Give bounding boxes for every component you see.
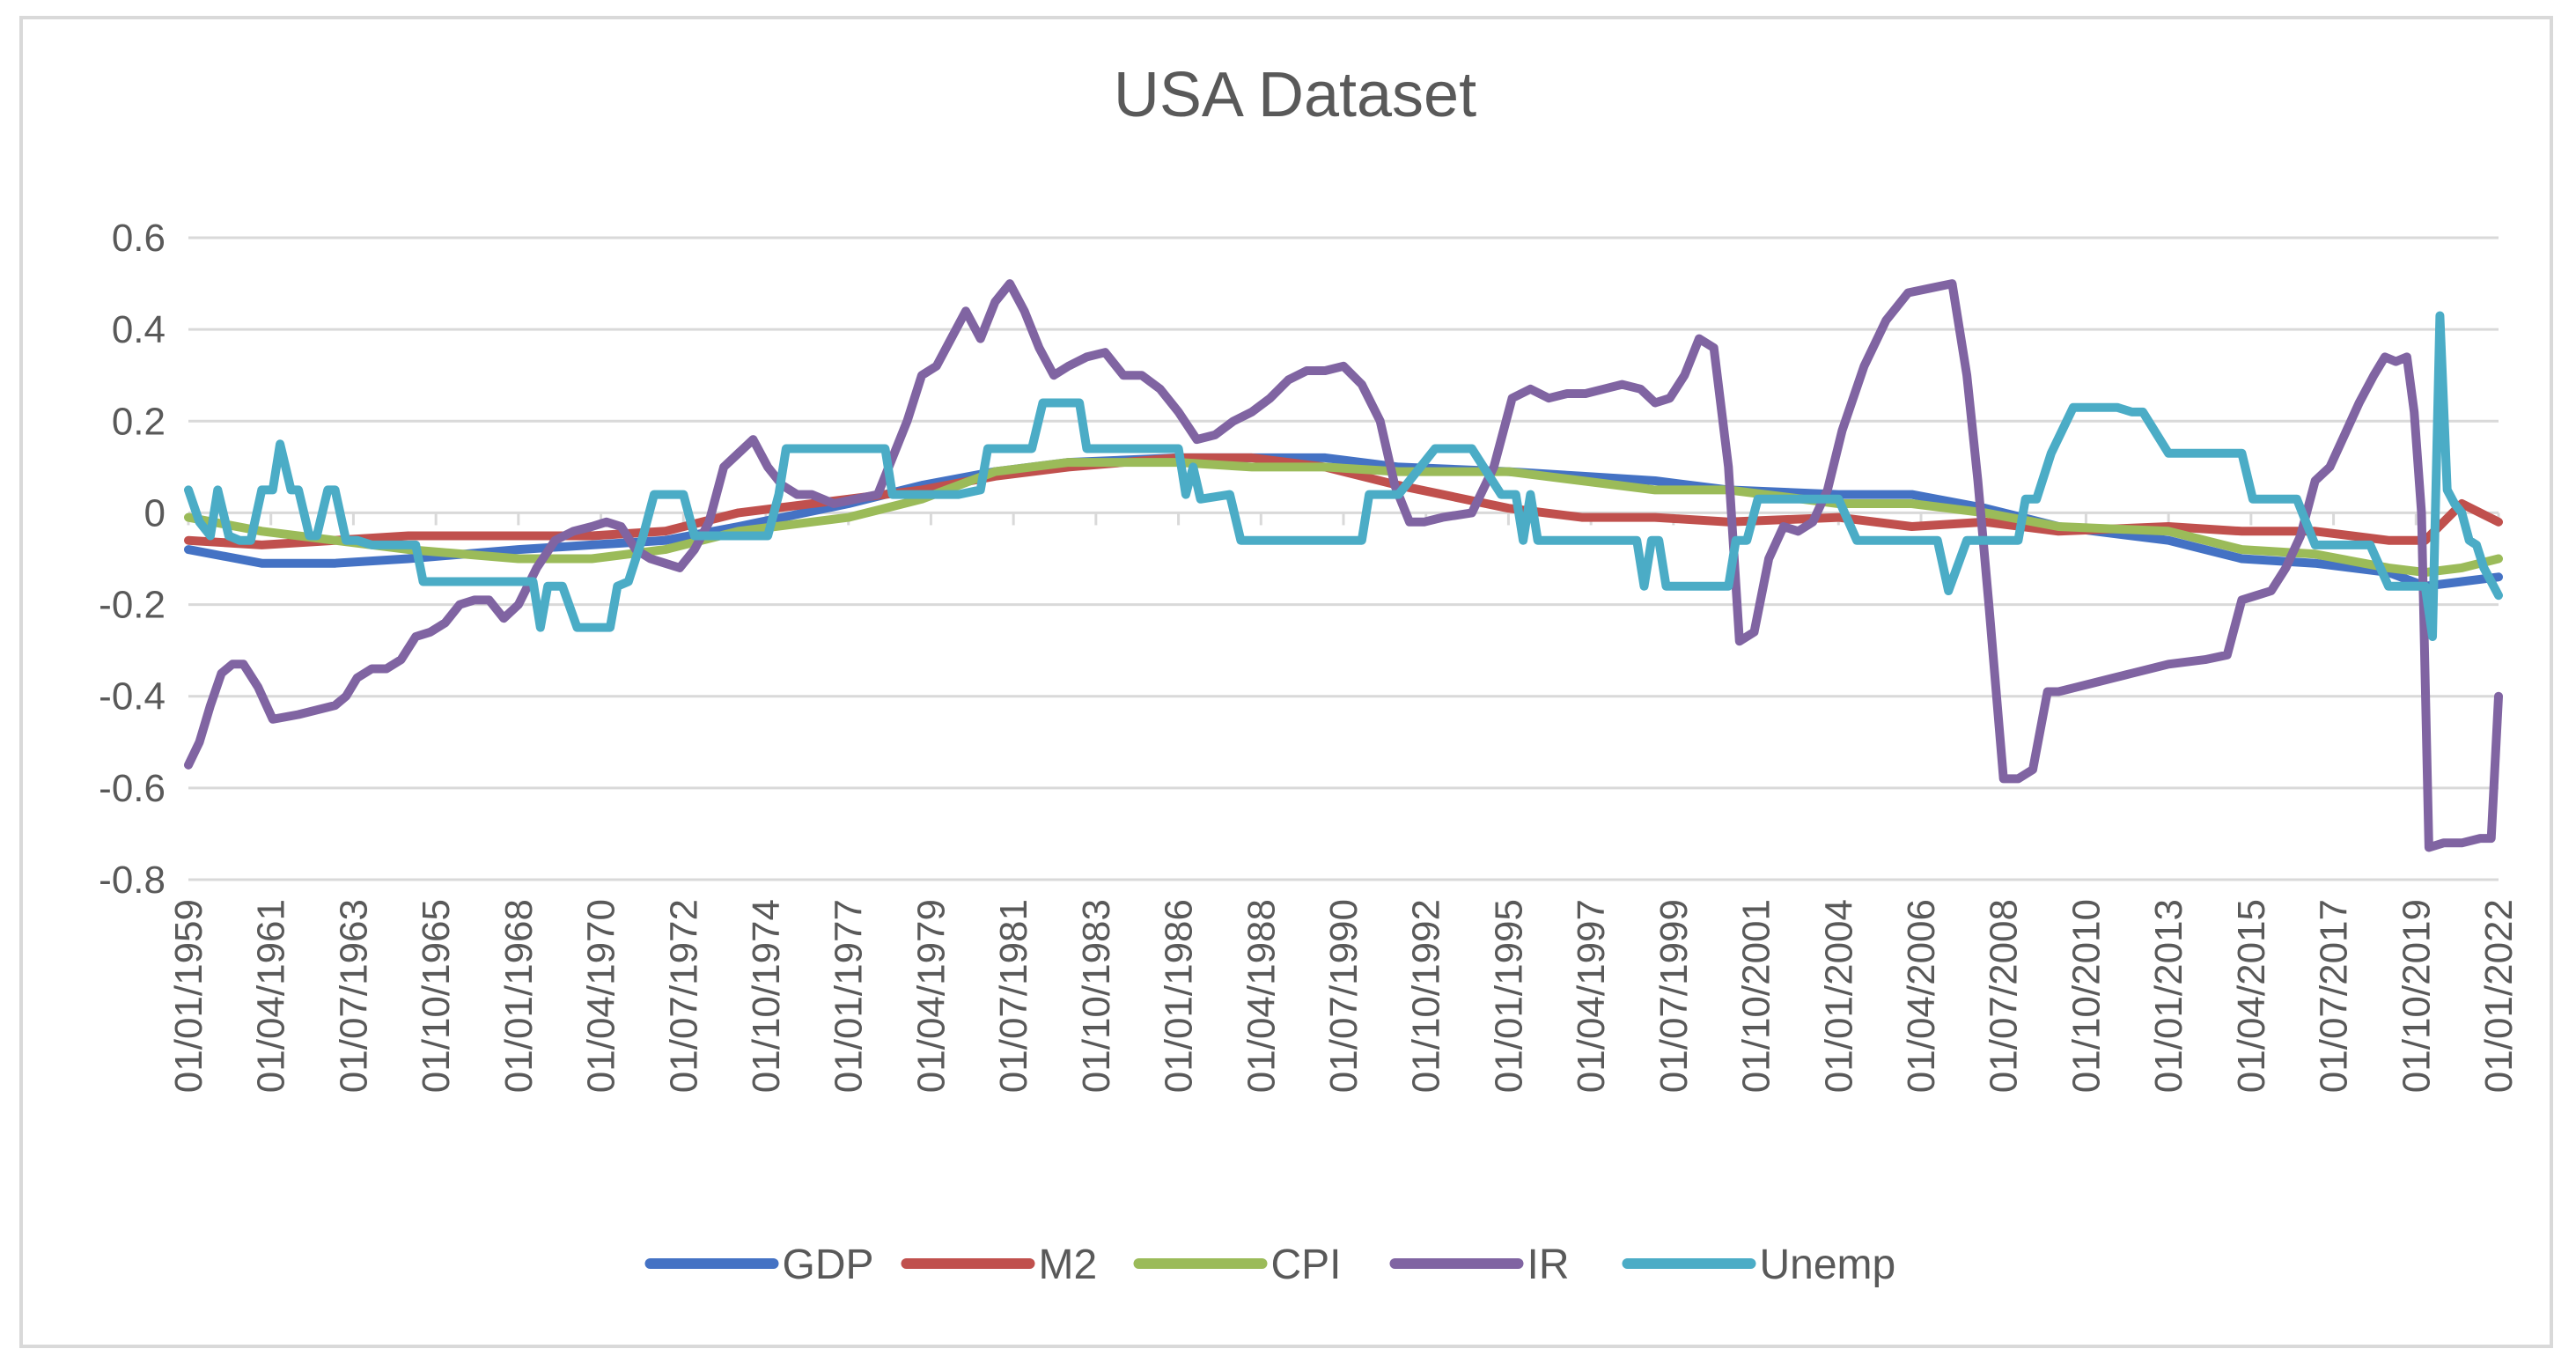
- legend-label-unemp: Unemp: [1760, 1242, 1896, 1288]
- y-axis-ticks: 0.6 0.4 0.2 0 -0.2 -0.4 -0.6 -0.8: [99, 217, 166, 902]
- x-tick-label: 01/10/1974: [745, 899, 788, 1093]
- y-tick-label: 0: [144, 491, 166, 534]
- x-tick-label: 01/04/1988: [1240, 899, 1283, 1093]
- x-tick-label: 01/07/2017: [2313, 899, 2356, 1093]
- series-line-unemp: [184, 311, 2503, 641]
- x-tick-label: 01/01/1959: [167, 899, 210, 1093]
- legend: GDP M2 CPI IR Unemp: [644, 1242, 1896, 1288]
- x-tick-label: 01/10/1983: [1075, 899, 1118, 1093]
- x-tick-label: 01/07/2008: [1983, 899, 2026, 1093]
- chart-title: USA Dataset: [1114, 60, 1476, 130]
- x-tick-label: 01/01/1986: [1158, 899, 1201, 1093]
- line-chart: USA Dataset 0.6 0.4 0.2 0 -0.2 -0.4 -0.6 -0.8 0…: [99, 60, 2521, 1288]
- x-tick-label: 01/07/1990: [1322, 899, 1365, 1093]
- series-line-gdp: [184, 453, 2503, 591]
- x-tick-label: 01/01/2004: [1817, 899, 1860, 1093]
- x-tick-label: 01/10/2010: [2064, 899, 2108, 1093]
- chart-area: USA Dataset 0.6 0.4 0.2 0 -0.2 -0.4 -0.6 -0.8 0…: [19, 16, 2553, 1348]
- x-tick-label: 01/04/1961: [250, 899, 293, 1093]
- x-tick-label: 01/04/1970: [580, 899, 623, 1093]
- x-tick-label: 01/01/1977: [828, 899, 871, 1093]
- y-tick-label: 0.6: [112, 217, 166, 260]
- x-tick-label: 01/01/1968: [497, 899, 541, 1093]
- x-tick-label: 01/10/2019: [2395, 899, 2438, 1093]
- x-tick-label: 01/07/1981: [992, 899, 1035, 1093]
- x-tick-label: 01/01/1995: [1487, 899, 1530, 1093]
- y-tick-label: -0.6: [99, 767, 166, 810]
- y-tick-label: 0.4: [112, 308, 166, 351]
- legend-label-m2: M2: [1039, 1242, 1098, 1288]
- legend-label-gdp: GDP: [783, 1242, 874, 1288]
- y-tick-label: -0.2: [99, 584, 166, 627]
- y-tick-label: 0.2: [112, 400, 166, 443]
- x-tick-label: 01/04/1997: [1570, 899, 1613, 1093]
- legend-label-ir: IR: [1527, 1242, 1570, 1288]
- series-line-ir: [184, 279, 2503, 852]
- x-tick-label: 01/01/2013: [2147, 899, 2190, 1093]
- x-tick-label: 01/04/2006: [1900, 899, 1943, 1093]
- series-line-cpi: [184, 458, 2503, 578]
- y-tick-label: -0.8: [99, 859, 166, 902]
- series-lines: [184, 279, 2503, 852]
- x-tick-label: 01/10/2001: [1735, 899, 1778, 1093]
- x-axis-ticks: 01/01/1959 01/04/1961 01/07/1963 01/10/1965…: [167, 512, 2521, 1093]
- x-tick-label: 01/07/1963: [332, 899, 375, 1093]
- x-tick-label: 01/07/1999: [1652, 899, 1696, 1093]
- x-tick-label: 01/10/1992: [1405, 899, 1448, 1093]
- x-tick-label: 01/07/1972: [662, 899, 705, 1093]
- x-tick-label: 01/04/1979: [909, 899, 953, 1093]
- legend-label-cpi: CPI: [1271, 1242, 1342, 1288]
- x-tick-label: 01/04/2015: [2230, 899, 2273, 1093]
- x-tick-label: 01/01/2022: [2477, 899, 2521, 1093]
- y-tick-label: -0.4: [99, 675, 166, 719]
- x-tick-label: 01/10/1965: [415, 899, 458, 1093]
